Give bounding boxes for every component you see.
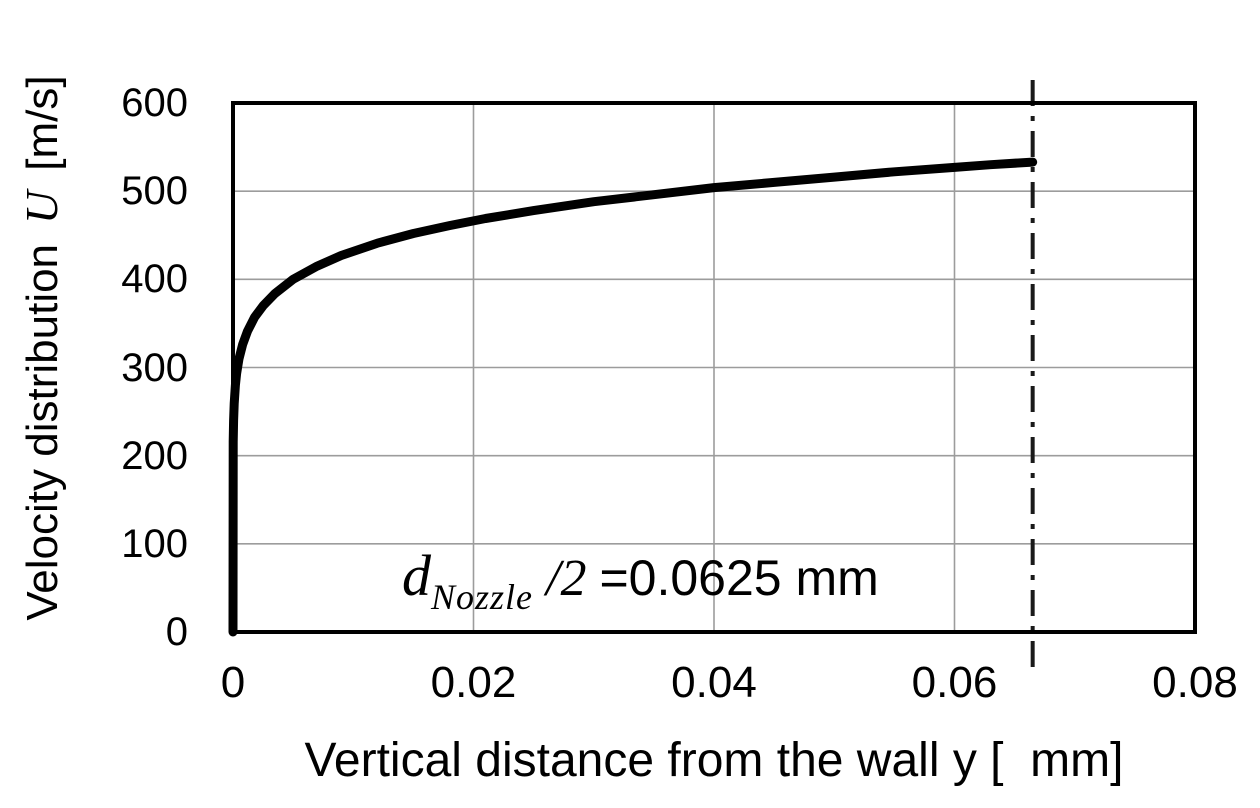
y-tick-label: 0 — [165, 610, 188, 654]
annotation-operator: /2 — [533, 550, 600, 607]
y-tick-label: 500 — [121, 169, 188, 214]
y-axis-title-units: [m/s] — [18, 75, 67, 171]
plot-frame — [231, 101, 1197, 634]
x-tick-label: 0 — [220, 658, 246, 707]
x-tick-label: 0.02 — [430, 658, 517, 707]
y-axis-title-text: Velocity distribution — [18, 243, 67, 621]
y-tick-label: 200 — [121, 433, 188, 478]
x-tick-label: 0.08 — [1152, 658, 1238, 707]
annotation-value: =0.0625 mm — [599, 550, 879, 606]
annotation-subscript: Nozzle — [431, 577, 534, 617]
annotation-d-symbol: d — [402, 543, 431, 608]
y-tick-label: 100 — [121, 521, 188, 566]
velocity-symbol: U — [16, 190, 67, 224]
velocity-profile-curve — [228, 157, 1038, 637]
nozzle-radius-annotation: dNozzle /2 =0.0625 mm — [402, 540, 879, 617]
x-tick-label: 0.04 — [671, 658, 757, 707]
y-tick-label: 600 — [121, 81, 188, 125]
x-tick-label: 0.06 — [911, 658, 998, 707]
x-axis-title: Vertical distance from the wall y [ mm] — [304, 734, 1124, 787]
y-tick-label: 300 — [121, 345, 188, 390]
y-axis-title: Velocity distribution U [m/s] — [15, 0, 69, 708]
y-tick-label: 400 — [121, 257, 188, 302]
